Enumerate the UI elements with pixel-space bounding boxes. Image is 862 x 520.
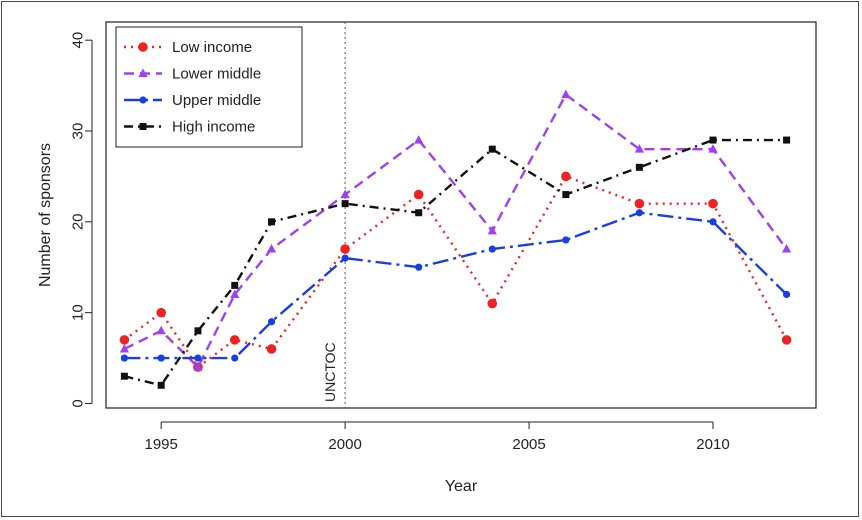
legend-marker-upper-middle [139, 96, 147, 104]
data-point-high-income [488, 145, 496, 153]
y-tick-label: 10 [70, 304, 87, 321]
series-line-upper-middle [124, 211, 788, 360]
legend: Low income Lower middle Upper middle High i… [115, 26, 303, 148]
data-point-high-income [157, 381, 165, 389]
data-point-upper-middle [157, 354, 165, 362]
y-tick-label: 30 [70, 123, 87, 140]
data-point-upper-middle [709, 218, 717, 226]
data-point-high-income [231, 281, 239, 289]
y-tick-label: 0 [70, 399, 87, 407]
data-point-upper-middle [267, 318, 276, 326]
data-point-low-income [119, 335, 130, 345]
data-point-low-income [229, 335, 240, 345]
legend-label-low-income: Low income [172, 39, 252, 56]
axes: 0 10 20 30 40 1995 2000 2005 2010 Year Number of s… [37, 21, 817, 495]
data-point-high-income [268, 218, 276, 226]
x-tick-label: 1995 [144, 436, 177, 453]
data-point-upper-middle [782, 290, 791, 299]
x-tick-label: 2005 [512, 436, 545, 453]
data-point-lower-middle [561, 89, 571, 99]
annotation-layer: UNCTOC [322, 22, 346, 408]
series-line-high-income [124, 138, 787, 387]
data-point-high-income [709, 136, 717, 144]
data-point-low-income [413, 189, 424, 200]
data-point-low-income [487, 298, 498, 309]
data-point-upper-middle [231, 354, 239, 362]
data-point-low-income [781, 335, 792, 345]
data-point-low-income [156, 307, 166, 318]
data-point-lower-middle [156, 325, 166, 335]
data-point-lower-middle [487, 225, 497, 235]
y-axis-title: Number of sponsors [37, 143, 54, 287]
data-point-upper-middle [194, 354, 202, 362]
data-point-low-income [561, 171, 571, 182]
legend-label-lower-middle: Lower middle [172, 66, 261, 83]
x-axis-title: Year [445, 478, 478, 495]
plot-box [105, 21, 817, 409]
unctoc-label: UNCTOC [322, 342, 338, 402]
data-point-upper-middle [341, 254, 349, 262]
series-lower-middle [119, 89, 792, 371]
data-point-high-income [341, 200, 349, 208]
series-line-low-income [123, 175, 788, 369]
data-point-lower-middle [634, 144, 645, 153]
data-point-high-income [415, 209, 423, 217]
data-point-low-income [340, 244, 350, 254]
legend-marker-lower-middle [138, 68, 148, 77]
data-point-upper-middle [120, 354, 128, 362]
data-point-high-income [635, 163, 643, 171]
legend-marker-low-income [138, 42, 148, 52]
data-point-upper-middle [488, 245, 496, 253]
legend-marker-high-income [139, 123, 147, 130]
data-point-lower-middle [266, 244, 277, 253]
legend-label-upper-middle: Upper middle [172, 92, 261, 109]
data-point-lower-middle [414, 135, 424, 144]
y-tick-label: 40 [70, 32, 87, 49]
data-point-low-income [266, 344, 277, 354]
data-point-high-income [562, 191, 570, 199]
series-line-lower-middle [123, 93, 788, 369]
data-point-high-income [194, 327, 202, 335]
data-point-lower-middle [781, 244, 792, 253]
y-tick-label: 20 [70, 213, 87, 230]
data-point-lower-middle [708, 144, 718, 153]
x-tick-label: 2010 [696, 436, 729, 453]
legend-label-high-income: High income [172, 119, 255, 136]
data-point-high-income [120, 372, 128, 380]
data-point-lower-middle [230, 289, 240, 298]
data-point-upper-middle [635, 209, 644, 217]
data-point-lower-middle [119, 343, 129, 353]
series-upper-middle [120, 209, 791, 362]
data-point-low-income [708, 198, 718, 209]
data-point-upper-middle [562, 236, 570, 244]
data-point-low-income [634, 198, 645, 209]
data-point-upper-middle [415, 263, 423, 271]
series-layer [119, 89, 792, 389]
series-low-income [119, 171, 792, 372]
series-high-income [120, 136, 791, 389]
data-point-lower-middle [340, 189, 350, 199]
data-point-high-income [783, 136, 791, 144]
x-tick-label: 2000 [328, 436, 361, 453]
data-point-lower-middle [193, 362, 203, 371]
